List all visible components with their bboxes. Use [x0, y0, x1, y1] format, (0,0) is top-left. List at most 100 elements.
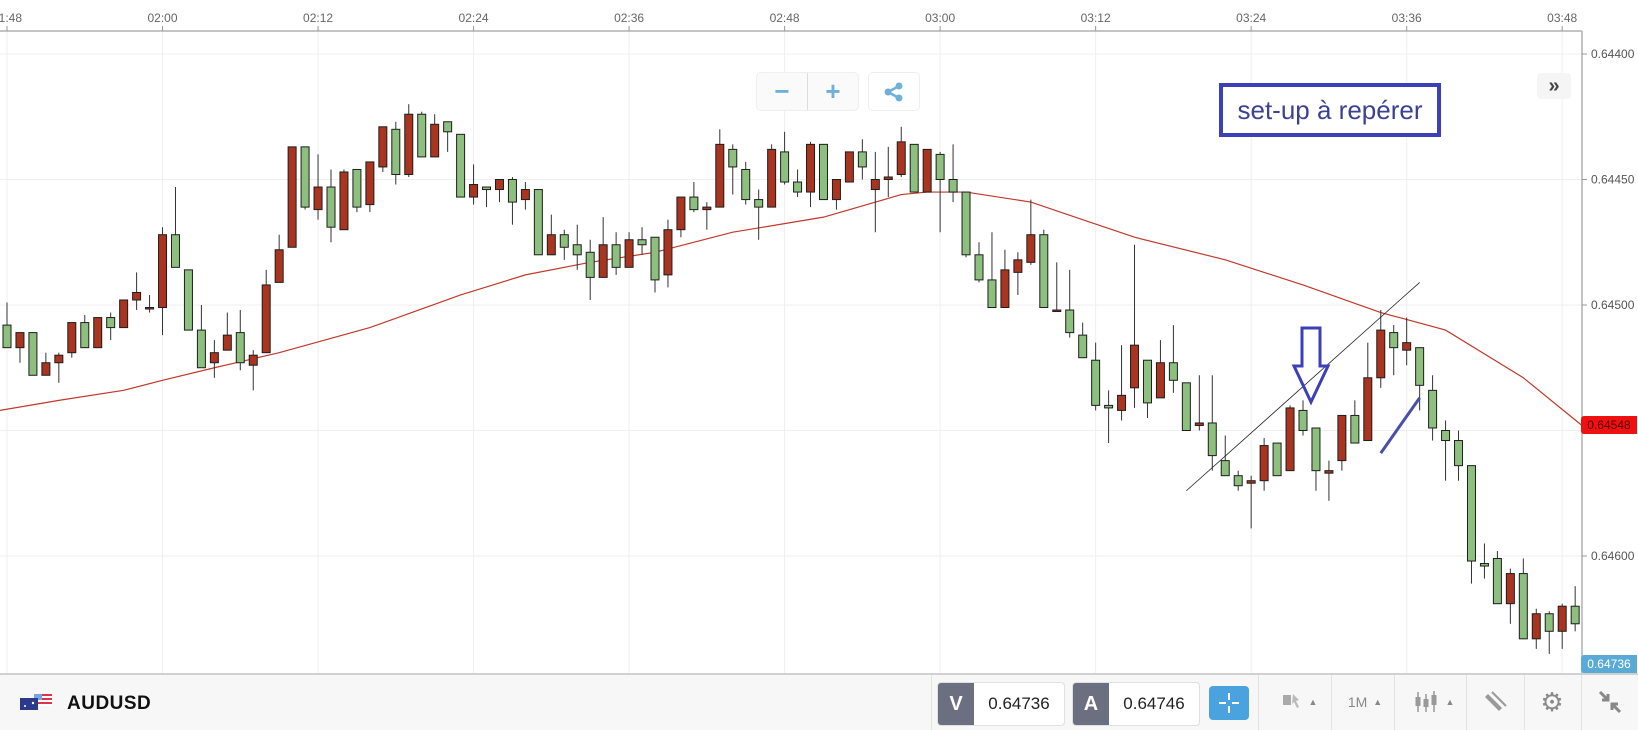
candle-body-down [624, 239, 634, 268]
candle [844, 151, 854, 183]
candle-body-down [41, 362, 51, 376]
sell-label: V [938, 683, 974, 725]
candle [676, 196, 686, 238]
candle [870, 151, 880, 233]
candle [196, 305, 206, 369]
candle [1544, 611, 1554, 654]
candle-body-up [1272, 442, 1282, 477]
sell-button[interactable]: V 0.64736 [937, 682, 1065, 726]
candle [650, 236, 660, 293]
candle [1389, 325, 1399, 376]
candle [274, 234, 284, 283]
chart-type-button[interactable]: ▲ [1405, 685, 1463, 719]
candle-body-down [1246, 480, 1256, 484]
candle [1233, 470, 1243, 491]
settings-button[interactable]: ⚙ [1536, 685, 1568, 719]
candle-body-up [572, 244, 582, 256]
candlestick-chart[interactable]: 01:48 02:00 02:12 02:24 02:36 02:48 03:00 03:12… [0, 0, 1638, 673]
buy-price: 0.64746 [1123, 694, 1185, 713]
candle [1298, 400, 1308, 436]
zoom-in-button[interactable]: + [807, 73, 858, 110]
candle [896, 126, 906, 177]
drawing-tools-button[interactable]: ▲ [1274, 685, 1324, 719]
candle [300, 146, 310, 210]
candle [559, 229, 569, 260]
candle [469, 164, 479, 205]
candle-body-up [948, 179, 958, 193]
symbol-label[interactable]: AUDUSD [67, 693, 152, 714]
candle [572, 224, 582, 270]
crosshair-button[interactable] [1209, 686, 1249, 720]
candle-body-down [1117, 394, 1127, 411]
candle-body-up [961, 191, 971, 256]
candle-body-down [274, 249, 284, 283]
candle [780, 131, 790, 185]
time-tick-label: 02:12 [303, 11, 333, 25]
moving-average-line [0, 191, 1583, 426]
candle [261, 269, 271, 354]
candle [93, 317, 103, 349]
candle [689, 182, 699, 213]
candle-body-up [1142, 359, 1152, 404]
candle-body-down [469, 184, 479, 198]
candle-body-down [896, 141, 906, 175]
candle-body-down [1531, 613, 1541, 640]
candle-body-down [1324, 470, 1334, 474]
candle [1272, 442, 1282, 477]
candle [1518, 558, 1528, 640]
candle-body-up [1389, 332, 1399, 349]
collapse-button[interactable] [1594, 685, 1626, 719]
gear-icon: ⚙ [1540, 686, 1564, 717]
candle-body-down [158, 234, 168, 309]
candle-body-up [1078, 334, 1088, 359]
candle-body-up [780, 151, 790, 183]
candle [754, 189, 764, 240]
candle [1557, 603, 1567, 649]
candle [1441, 420, 1451, 481]
candle [741, 161, 751, 205]
candle-body-down [1052, 309, 1062, 313]
draw-button[interactable] [1480, 685, 1512, 719]
pencil-icon [1485, 691, 1507, 711]
buy-label: A [1073, 683, 1109, 725]
candle-body-up [456, 133, 466, 198]
candle [1194, 375, 1204, 431]
candle-body-up [754, 199, 764, 208]
candle [1428, 375, 1438, 441]
timeframe-button[interactable]: 1M ▲ [1340, 685, 1390, 719]
candle-body-up [1298, 409, 1308, 432]
candle [637, 227, 647, 255]
divider [1258, 675, 1259, 730]
aud-usd-flag-icon [20, 694, 52, 710]
annotation-text: set-up à repérer [1237, 94, 1423, 125]
candle-body-down [378, 126, 388, 168]
candle-body-down [1363, 377, 1373, 442]
share-button[interactable] [868, 72, 920, 111]
candle-body-up [28, 332, 38, 376]
candle [1155, 340, 1165, 399]
time-axis: 01:48 02:00 02:12 02:24 02:36 02:48 03:00 03:12… [0, 11, 1582, 32]
candle-body-up [196, 329, 206, 369]
candle [974, 242, 984, 283]
candle-body-down [767, 148, 777, 208]
candle [948, 144, 958, 203]
time-tick-label: 03:12 [1081, 11, 1111, 25]
candle-body-up [1570, 605, 1580, 625]
candle [987, 232, 997, 309]
candle-body-down [1155, 362, 1165, 399]
buy-button[interactable]: A 0.64746 [1072, 682, 1200, 726]
expand-panel-button[interactable]: » [1537, 73, 1571, 99]
candle [339, 169, 349, 231]
candle [430, 114, 440, 158]
candle-body-down [313, 186, 323, 211]
zoom-out-button[interactable]: − [774, 76, 790, 106]
time-tick-label: 03:24 [1236, 11, 1266, 25]
candle-body-down [676, 196, 686, 231]
candle [1207, 375, 1217, 471]
candle [1531, 608, 1541, 649]
candle-body-down [831, 179, 841, 201]
candle [883, 146, 893, 198]
divider [1524, 675, 1525, 730]
candle [1065, 269, 1075, 338]
candle [1259, 438, 1269, 491]
